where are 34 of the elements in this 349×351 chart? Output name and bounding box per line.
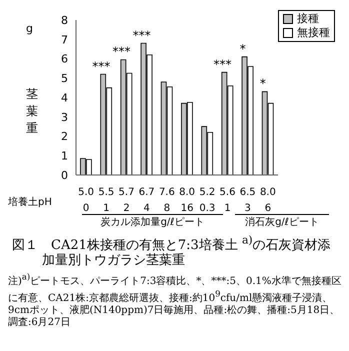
x-tick-label: 5.2 0.3 [199, 187, 216, 214]
x-tick-label: 6.7 4 [138, 187, 155, 214]
x-tick-label: 5.0 0 [78, 187, 94, 214]
x-tick-label: 7.6 8 [158, 187, 175, 214]
annotation: * [240, 42, 246, 56]
y-tick-label: 5 [61, 72, 68, 86]
y-tick-label: 1 [61, 150, 68, 163]
annotation: *** [92, 59, 110, 74]
text: 培養土pH [8, 196, 52, 209]
x-tick-label: 8.0 6 [260, 187, 276, 214]
annotation: *** [132, 28, 151, 42]
annotation: *** [214, 57, 232, 72]
y-tick-label: 6 [61, 52, 68, 66]
x-tick-label: 6.5 3 [240, 187, 256, 214]
y-tick-label: 0 [61, 168, 68, 182]
y-axis-title: 茎葉重 [26, 86, 38, 137]
annotation: *** [112, 44, 130, 59]
x-tick-label: 5.6 1 [220, 187, 236, 214]
legend-label: 接種 [297, 12, 319, 26]
x-tick-label: 8.0 16 [179, 187, 196, 214]
y-tick-label: 4 [61, 91, 68, 104]
y-tick-label: 8 [61, 14, 68, 27]
text: g [26, 22, 33, 35]
y-tick-label: 2 [61, 130, 68, 144]
chart-title: 図１ CA21株接種の有無と7:3培養土 $^{a)}$の石灰資材添加量別トウガラシ茎葉重 [12, 234, 331, 268]
x-tick-label: 5.7 2 [118, 187, 134, 214]
y-tick-label: 3 [61, 110, 68, 124]
text: 消石灰g/ℓピート [235, 214, 329, 229]
x-tick-label: 5.5 1 [98, 187, 114, 214]
annotation: * [260, 76, 266, 91]
legend-label: 無接種 [297, 26, 330, 40]
text: 炭カル添加量g/ℓピート [82, 214, 223, 229]
y-tick-label: 7 [61, 33, 68, 46]
text: 注)$^{a)}$ピートモス、パーライト7:3容積比、*、***:5、0.1%水準で無接種区に有意、CA21株:京都農総研選抜、接種:約10$^{9}$cfu/ml懸濁液種子浸漬、9cmポット、液肥(N140ppm)7日毎施用、品種:松の舞、播種:5月18日、調査:6月27日 [8, 271, 342, 328]
